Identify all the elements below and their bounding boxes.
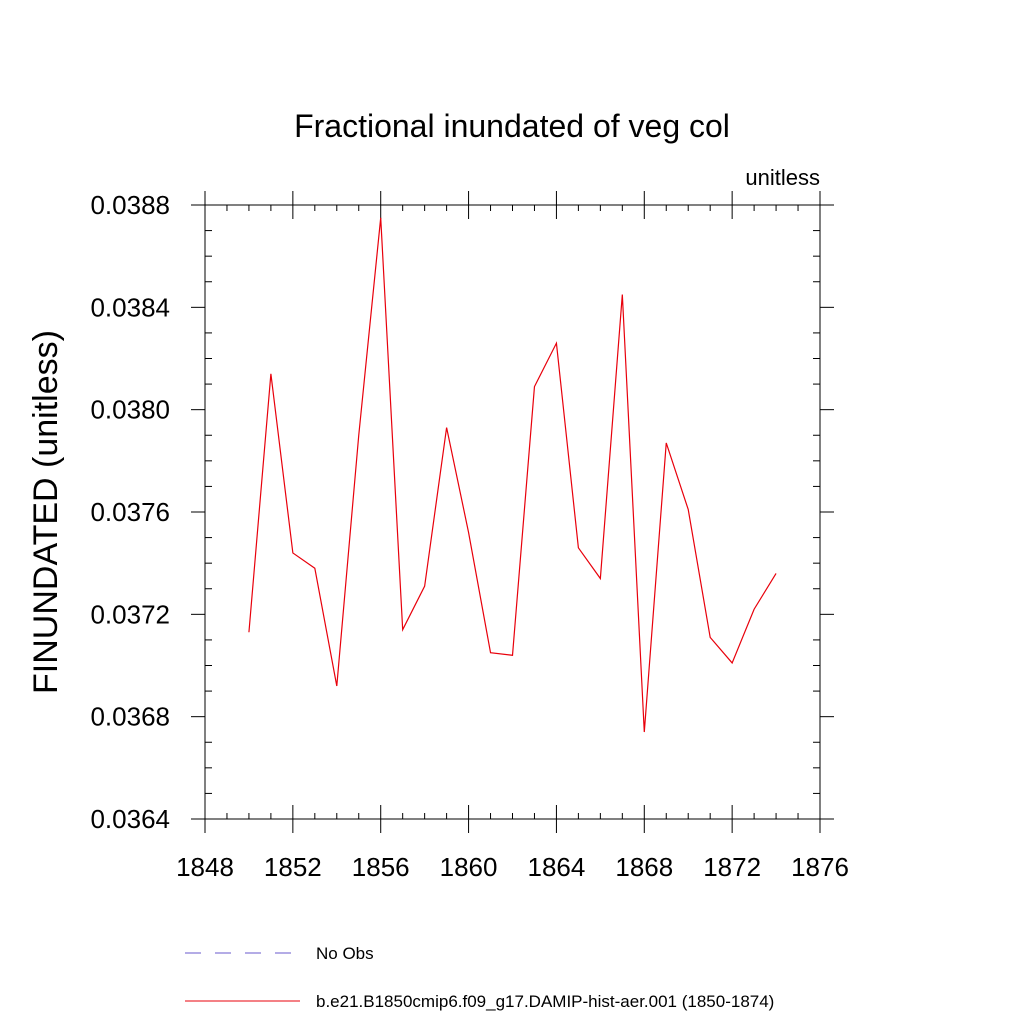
y-tick-label: 0.0384 xyxy=(90,292,170,322)
y-tick-label: 0.0372 xyxy=(90,599,170,629)
x-tick-labels: 1848 1852 1856 1860 1864 1868 1872 1876 xyxy=(176,852,849,882)
legend-label-no-obs: No Obs xyxy=(316,944,374,963)
x-tick-label: 1872 xyxy=(703,852,761,882)
y-tick-label: 0.0380 xyxy=(90,395,170,425)
x-tick-label: 1860 xyxy=(440,852,498,882)
y-tick-label: 0.0368 xyxy=(90,702,170,732)
y-tick-label: 0.0364 xyxy=(90,804,170,834)
chart-units-label: unitless xyxy=(745,165,820,190)
x-tick-label: 1856 xyxy=(352,852,410,882)
series-layer xyxy=(248,217,777,733)
series-line-1 xyxy=(248,217,777,733)
y-axis-label: FINUNDATED (unitless) xyxy=(27,330,65,694)
y-tick-label: 0.0388 xyxy=(90,190,170,220)
y-tick-label: 0.0376 xyxy=(90,497,170,527)
legend-label-model: b.e21.B1850cmip6.f09_g17.DAMIP-hist-aer.… xyxy=(316,992,774,1011)
x-tick-label: 1864 xyxy=(528,852,586,882)
x-tick-label: 1852 xyxy=(264,852,322,882)
x-tick-label: 1876 xyxy=(791,852,849,882)
x-tick-label: 1868 xyxy=(615,852,673,882)
y-tick-labels: 0.0364 0.0368 0.0372 0.0376 0.0380 0.0384 0.03… xyxy=(90,190,170,834)
chart-title: Fractional inundated of veg col xyxy=(294,108,730,144)
axis-ticks xyxy=(191,191,834,833)
plot-frame xyxy=(204,204,821,820)
legend: No Obs b.e21.B1850cmip6.f09_g17.DAMIP-hi… xyxy=(185,944,774,1011)
x-tick-label: 1848 xyxy=(176,852,234,882)
